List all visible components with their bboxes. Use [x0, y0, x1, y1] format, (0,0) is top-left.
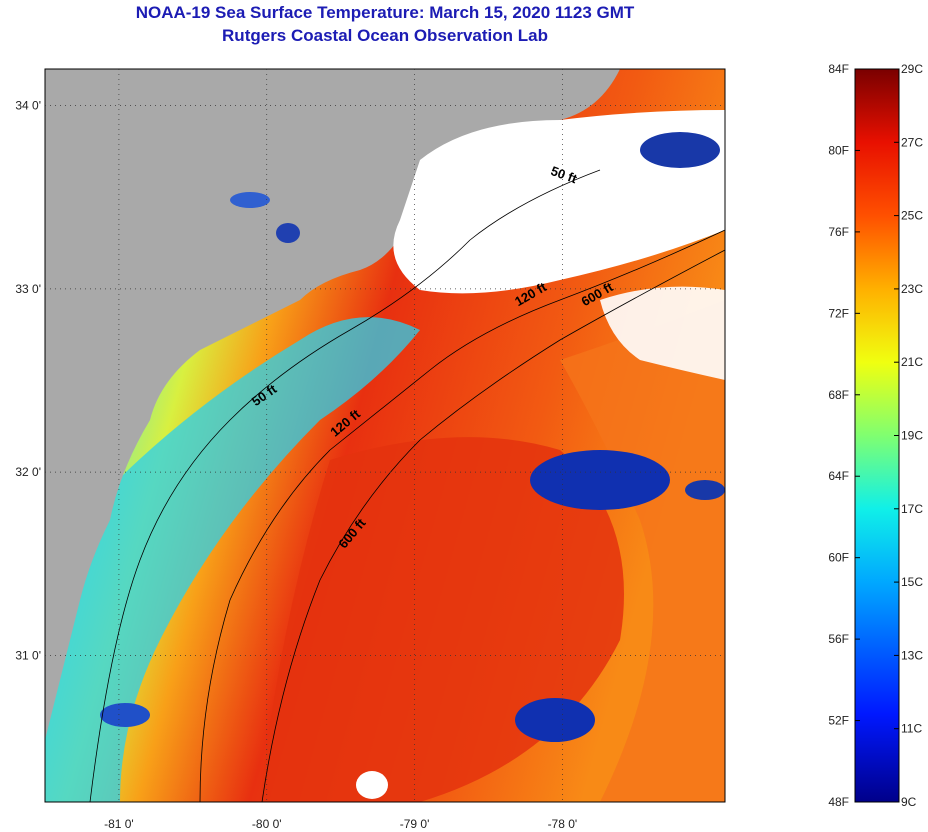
colorbar-f-label: 68F — [828, 388, 849, 402]
map-frame — [44, 68, 726, 803]
colorbar-f-label: 48F — [828, 795, 849, 809]
map-title: NOAA-19 Sea Surface Temperature: March 1… — [135, 3, 635, 22]
colorbar-labels: 84F 80F 76F 72F 68F 64F 60F 56F 52F 48F 29C 27C 25C 2… — [828, 62, 923, 809]
colorbar-c-label: 27C — [901, 135, 923, 149]
cold-patch-south — [515, 698, 595, 742]
lat-tick-label: 31 0' — [15, 648, 41, 662]
colorbar-c-label: 21C — [901, 355, 923, 369]
colorbar-c-label: 17C — [901, 502, 923, 516]
colorbar-f-label: 60F — [828, 551, 849, 565]
colorbar-c-label: 15C — [901, 575, 923, 589]
contour-600ft — [261, 249, 725, 802]
island-cloud-1 — [230, 192, 270, 208]
colorbar — [854, 68, 900, 803]
lon-tick-label: -79 0' — [400, 817, 430, 831]
colorbar-f-label: 84F — [828, 62, 849, 76]
contour-50ft — [89, 169, 601, 802]
colorbar-f-label: 80F — [828, 143, 849, 157]
cold-patch-north — [640, 132, 720, 168]
coastal-cool-band — [45, 317, 420, 802]
lon-tick-label: -78 0' — [548, 817, 578, 831]
lat-tick-label: 32 0' — [15, 465, 41, 479]
lat-tick-label: 34 0' — [15, 99, 41, 113]
colorbar-c-label: 23C — [901, 282, 923, 296]
lon-tick-label: -80 0' — [252, 817, 282, 831]
cloud-area-north — [393, 110, 725, 294]
colorbar-c-label: 29C — [901, 62, 923, 76]
outer-ocean-orange — [560, 300, 725, 802]
colorbar-f-label: 76F — [828, 225, 849, 239]
colorbar-c-label: 25C — [901, 209, 923, 223]
cold-patch-east — [530, 450, 670, 510]
lat-tick-label: 33 0' — [15, 282, 41, 296]
colorbar-c-label: 11C — [901, 722, 922, 736]
colorbar-f-label: 64F — [828, 469, 849, 483]
colorbar-c-label: 13C — [901, 648, 923, 662]
cold-patch-coast — [100, 703, 150, 727]
graticule — [45, 69, 725, 802]
cold-patch-ne — [685, 480, 725, 500]
axis-labels: 34 0' 33 0' 32 0' 31 0' -81 0' -80 0' -79 0' -7… — [15, 99, 577, 831]
map-subtitle: Rutgers Coastal Ocean Observation Lab — [222, 26, 548, 45]
lon-tick-label: -81 0' — [104, 817, 134, 831]
cloud-area-east — [600, 286, 725, 380]
colorbar-f-label: 52F — [828, 714, 849, 728]
colorbar-c-label: 9C — [901, 795, 917, 809]
island-cloud-2 — [276, 223, 300, 243]
colorbar-c-label: 19C — [901, 429, 923, 443]
land-mass — [45, 69, 620, 740]
contour-120ft — [199, 229, 725, 802]
cloud-small-south — [356, 771, 388, 799]
colorbar-f-label: 72F — [828, 306, 849, 320]
colorbar-f-label: 56F — [828, 632, 849, 646]
